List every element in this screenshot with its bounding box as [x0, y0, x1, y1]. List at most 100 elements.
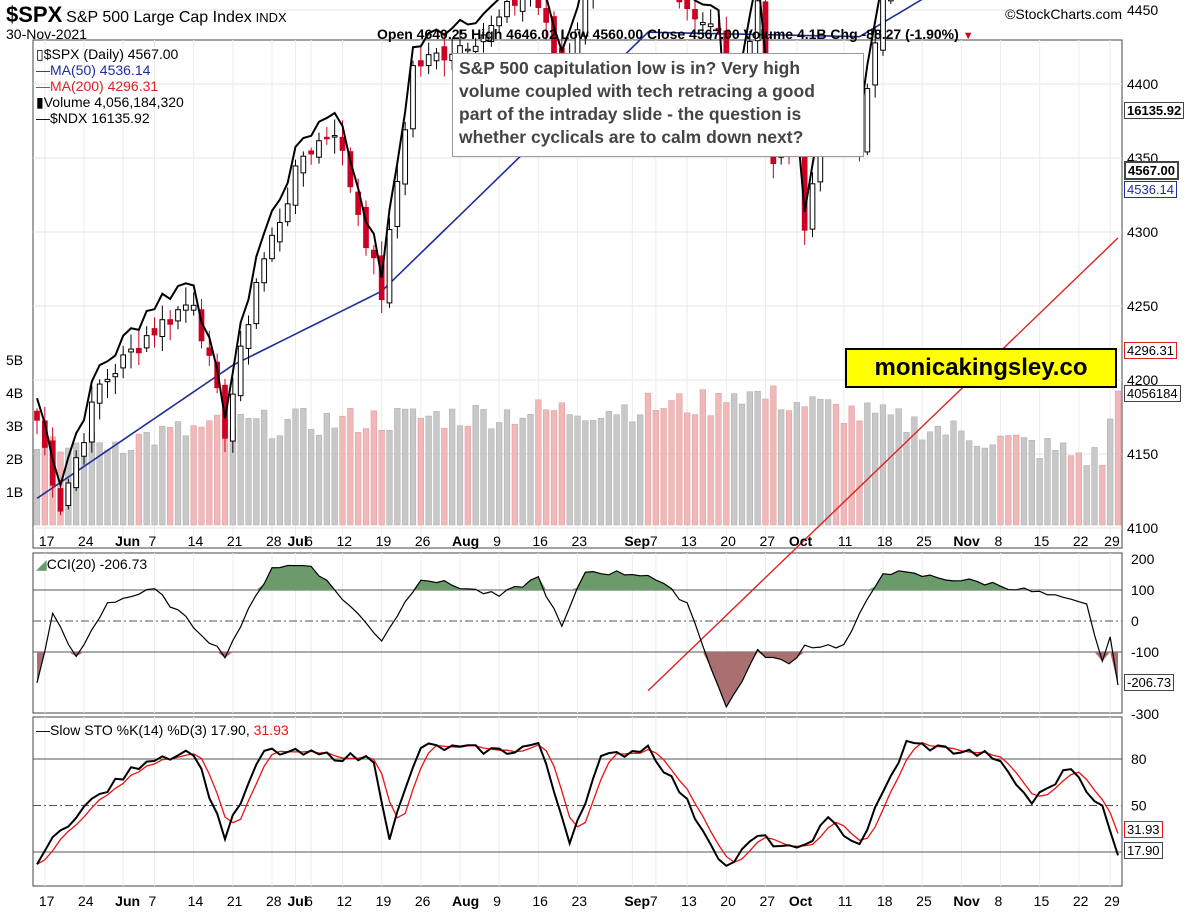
- candle-body: [292, 165, 299, 206]
- x-tick-label: 28: [266, 893, 282, 909]
- index-name: S&P 500 Large Cap Index: [66, 9, 252, 26]
- x-tick-label: Nov: [953, 533, 980, 549]
- volume-bar: [1020, 437, 1028, 526]
- volume-bar: [409, 408, 417, 526]
- volume-bar: [903, 432, 910, 526]
- chart-title: $SPX S&P 500 Large Cap Index INDX: [6, 2, 287, 28]
- legend-ndx-text: $NDX 16135.92: [50, 110, 150, 126]
- x-tick-label: 23: [572, 893, 588, 909]
- candle-body: [34, 410, 40, 421]
- x-tick-label: 11: [838, 533, 853, 549]
- x-tick-label: 19: [376, 893, 392, 909]
- volume-bar: [644, 392, 652, 526]
- x-tick-label: 8: [995, 533, 1003, 549]
- cci-legend: ◢CCI(20) -206.73: [36, 556, 147, 572]
- x-tick-label: 22: [1073, 533, 1089, 549]
- volume-bar: [762, 398, 769, 526]
- x-tick-label: 27: [760, 533, 776, 549]
- volume-bar: [981, 447, 988, 526]
- volume-bar: [582, 420, 589, 526]
- price-tick-label: 4250: [1127, 298, 1158, 314]
- candle-body: [480, 34, 487, 43]
- ohlc-values: Open 4640.25 High 4646.02 Low 4560.00 Cl…: [377, 26, 959, 42]
- volume-bar: [597, 417, 605, 526]
- volume-bar: [143, 432, 150, 526]
- volume-bar: [817, 398, 824, 526]
- volume-bar: [159, 425, 166, 526]
- volume-bar: [629, 421, 636, 526]
- volume-bar: [973, 445, 981, 526]
- x-tick-label: 8: [995, 893, 1003, 909]
- volume-tick-label: 5B: [6, 352, 23, 368]
- x-tick-label: Nov: [953, 893, 980, 909]
- volume-bar: [417, 418, 424, 526]
- x-tick-label: 24: [78, 893, 94, 909]
- x-tick-label: Oct: [789, 893, 813, 909]
- volume-bar: [770, 385, 777, 526]
- volume-bar: [480, 409, 487, 526]
- candle-body: [316, 140, 322, 158]
- candle-body: [143, 335, 150, 349]
- candle-body: [81, 442, 87, 457]
- volume-bar: [864, 402, 871, 526]
- volume-bar: [676, 393, 683, 526]
- candle-body: [370, 249, 377, 259]
- volume-bar: [558, 402, 565, 526]
- volume-bar: [856, 420, 863, 526]
- volume-bar: [1107, 418, 1114, 526]
- candle-body: [417, 60, 424, 67]
- volume-bar: [1028, 440, 1035, 526]
- candle-body: [496, 16, 503, 27]
- volume-bar: [370, 410, 377, 526]
- volume-bar: [96, 442, 103, 526]
- volume-bar: [284, 419, 291, 526]
- volume-bar: [268, 438, 276, 526]
- volume-bar: [503, 409, 511, 526]
- volume-bar: [1036, 458, 1043, 526]
- volume-bar: [104, 449, 111, 526]
- x-tick-label: Sep: [624, 533, 650, 549]
- volume-bar: [793, 402, 800, 526]
- x-tick-label: 29: [1104, 893, 1120, 909]
- cci-panel: 200 100 0 -100 -300: [33, 551, 1159, 722]
- sto-legend-k: Slow STO %K(14) %D(3) 17.90,: [50, 722, 250, 738]
- volume-bar: [292, 408, 299, 526]
- cci-line: [36, 564, 1119, 709]
- candle-legend-icon: ▯: [36, 46, 44, 62]
- volume-bar: [1075, 452, 1082, 526]
- volume-bar: [402, 408, 409, 526]
- candle-body: [175, 309, 181, 322]
- x-tick-label: 18: [877, 533, 893, 549]
- volume-bar: [613, 414, 620, 526]
- ndx-line: [36, 0, 881, 489]
- annotation-line: volume coupled with tech retracing a goo…: [459, 81, 815, 101]
- x-tick-label: 25: [916, 893, 932, 909]
- volume-bar: [637, 414, 644, 526]
- volume-bar: [785, 410, 793, 526]
- volume-bar: [895, 408, 902, 526]
- volume-bar: [1083, 465, 1090, 526]
- candle-body: [511, 0, 518, 6]
- volume-bar: [355, 432, 362, 526]
- volume-bar: [590, 420, 597, 526]
- x-tick-label: Jun: [115, 893, 140, 909]
- volume-bar: [934, 426, 941, 526]
- candle-body: [190, 304, 197, 311]
- price-legend: ▯$SPX (Daily) 4567.00 —MA(50) 4536.14 —M…: [36, 46, 184, 126]
- ma50-price-tag: 4536.14: [1124, 181, 1177, 198]
- exchange: INDX: [255, 10, 287, 25]
- price-tick-label: 4100: [1127, 520, 1158, 536]
- volume-bar: [691, 414, 699, 526]
- candle-body: [222, 384, 228, 439]
- volume-bar: [237, 413, 244, 526]
- volume-bar: [966, 440, 973, 526]
- candle-body: [754, 0, 761, 42]
- candle-body: [363, 207, 369, 249]
- price-tick-label: 4450: [1127, 2, 1158, 18]
- volume-bar: [127, 450, 135, 526]
- candle-body: [96, 383, 103, 404]
- volume-bar: [511, 423, 518, 526]
- volume-bar: [112, 441, 119, 526]
- volume-bar: [997, 435, 1004, 526]
- sto-panel: 80 50: [33, 739, 1147, 868]
